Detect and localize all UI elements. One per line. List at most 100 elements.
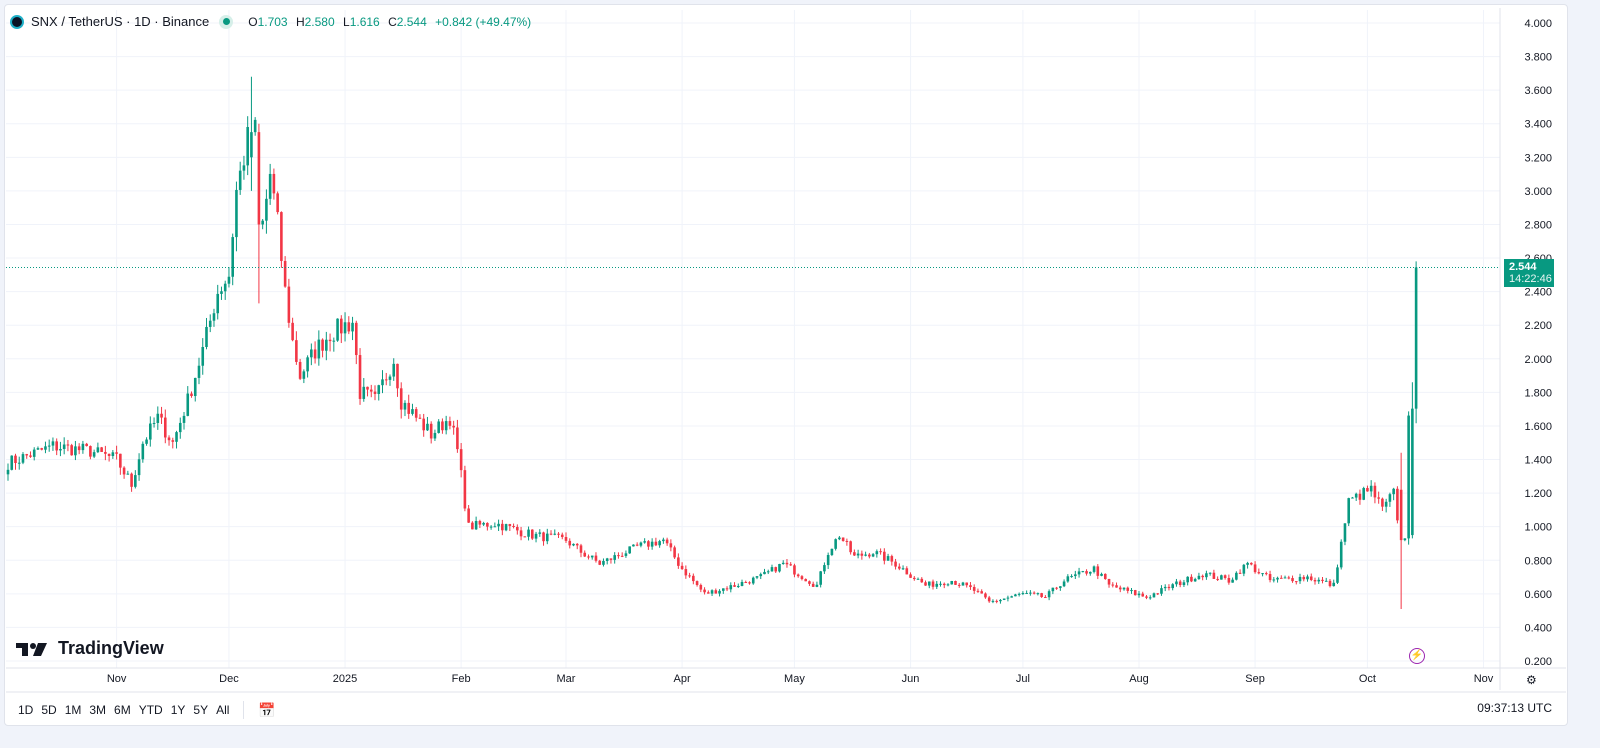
candle-body xyxy=(407,402,411,414)
candle-body xyxy=(987,597,991,602)
settings-gear-icon[interactable]: ⚙ xyxy=(1526,673,1537,687)
candle-body xyxy=(804,579,807,582)
range-all[interactable]: All xyxy=(216,703,230,717)
candle-body xyxy=(358,355,362,399)
candle-body xyxy=(1081,571,1085,573)
candle-body xyxy=(924,582,927,586)
candle-body xyxy=(1062,581,1066,587)
bar-countdown: 14:22:46 xyxy=(1509,273,1552,285)
candle-body xyxy=(620,555,624,557)
go-to-date-icon[interactable]: 📅 xyxy=(258,701,276,718)
candle-body xyxy=(1396,488,1399,521)
market-status-icon[interactable] xyxy=(219,14,234,29)
candle-body xyxy=(931,581,935,587)
candle-body xyxy=(927,581,931,586)
range-3m[interactable]: 3M xyxy=(89,703,107,717)
price-tick-label: 1.400 xyxy=(1524,455,1552,467)
range-5y[interactable]: 5Y xyxy=(193,703,209,717)
candle-body xyxy=(729,585,733,590)
range-toolbar: 1D 5D 1M 3M 6M YTD 1Y 5Y All 📅 xyxy=(18,701,276,719)
candle-body xyxy=(950,581,954,585)
price-tick-label: 0.800 xyxy=(1524,555,1552,567)
candle-body xyxy=(208,320,212,327)
candle-body xyxy=(898,566,901,569)
candle-body xyxy=(531,529,534,539)
candle-body xyxy=(1302,576,1306,580)
candle-body xyxy=(890,556,894,562)
candle-body xyxy=(871,554,875,557)
candle-body xyxy=(6,469,10,475)
candle-body xyxy=(605,558,609,561)
candle-body xyxy=(1306,576,1309,580)
candle-body xyxy=(695,581,699,585)
candle-body xyxy=(21,454,25,463)
candle-body xyxy=(418,417,422,419)
candle-body xyxy=(486,522,489,527)
range-6m[interactable]: 6M xyxy=(114,703,131,717)
utc-clock[interactable]: 09:37:13 UTC xyxy=(1477,701,1552,715)
candle-body xyxy=(673,547,676,558)
candle-body xyxy=(1152,593,1156,598)
candle-body xyxy=(680,565,684,570)
time-tick-label: Oct xyxy=(1359,673,1376,685)
lightning-icon[interactable]: ⚡ xyxy=(1409,648,1425,664)
candle-body xyxy=(1347,498,1351,524)
candle-body xyxy=(1029,592,1032,594)
candle-body xyxy=(1283,577,1287,579)
candle-body xyxy=(302,371,306,379)
candle-body xyxy=(875,551,879,555)
candle-body xyxy=(137,459,141,476)
candle-body xyxy=(1066,576,1070,582)
candle-body xyxy=(733,585,736,587)
candle-body xyxy=(1373,485,1377,498)
tradingview-logo[interactable]: TradingView xyxy=(16,638,164,659)
candle-body xyxy=(845,540,849,542)
candle-body xyxy=(178,422,182,433)
candle-body xyxy=(1388,494,1392,502)
candle-body xyxy=(545,533,549,542)
candle-body xyxy=(1096,566,1100,576)
candle-body xyxy=(609,558,613,560)
range-1m[interactable]: 1M xyxy=(64,703,82,717)
candle-body xyxy=(182,415,186,423)
candle-body xyxy=(220,291,223,294)
candle-body xyxy=(894,561,897,567)
candle-body xyxy=(212,313,216,321)
candle-body xyxy=(688,575,691,577)
candle-body xyxy=(1261,573,1264,575)
candle-body xyxy=(283,260,287,287)
candle-body xyxy=(167,437,171,441)
low-value: 1.616 xyxy=(349,14,380,29)
candle-body xyxy=(100,447,103,452)
range-1d[interactable]: 1D xyxy=(18,703,34,717)
candle-body xyxy=(965,582,969,586)
candle-body xyxy=(1366,488,1369,492)
candle-body xyxy=(295,340,298,362)
time-tick-label: 2025 xyxy=(333,673,357,685)
candle-body xyxy=(1040,593,1043,598)
candle-body xyxy=(718,590,721,594)
candle-body xyxy=(1171,584,1174,589)
candle-body xyxy=(265,198,268,221)
candle-body xyxy=(1074,574,1077,577)
candle-body xyxy=(340,318,343,334)
candle-body xyxy=(523,536,527,538)
candle-body xyxy=(1309,576,1313,581)
range-5d[interactable]: 5D xyxy=(41,703,57,717)
symbol-title[interactable]: SNX / TetherUS · 1D · Binance xyxy=(31,14,210,29)
candle-body xyxy=(272,173,276,194)
range-ytd[interactable]: YTD xyxy=(138,703,163,717)
candle-body xyxy=(984,593,987,598)
candle-body xyxy=(160,413,163,418)
price-tick-label: 0.200 xyxy=(1524,656,1552,668)
candle-body xyxy=(1141,593,1145,597)
candle-body xyxy=(223,283,227,292)
candle-body xyxy=(253,119,257,133)
range-1y[interactable]: 1Y xyxy=(170,703,186,717)
candle-body xyxy=(70,445,73,456)
candle-body xyxy=(96,447,100,453)
low-label: L xyxy=(343,14,350,29)
candle-body xyxy=(879,551,882,553)
candle-body xyxy=(325,339,328,351)
